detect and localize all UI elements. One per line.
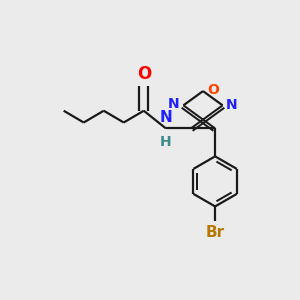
Text: N: N (168, 97, 180, 111)
Text: Br: Br (206, 225, 225, 240)
Text: N: N (160, 110, 172, 125)
Text: N: N (226, 98, 238, 112)
Text: O: O (136, 65, 151, 83)
Text: O: O (207, 82, 219, 97)
Text: H: H (160, 135, 172, 149)
